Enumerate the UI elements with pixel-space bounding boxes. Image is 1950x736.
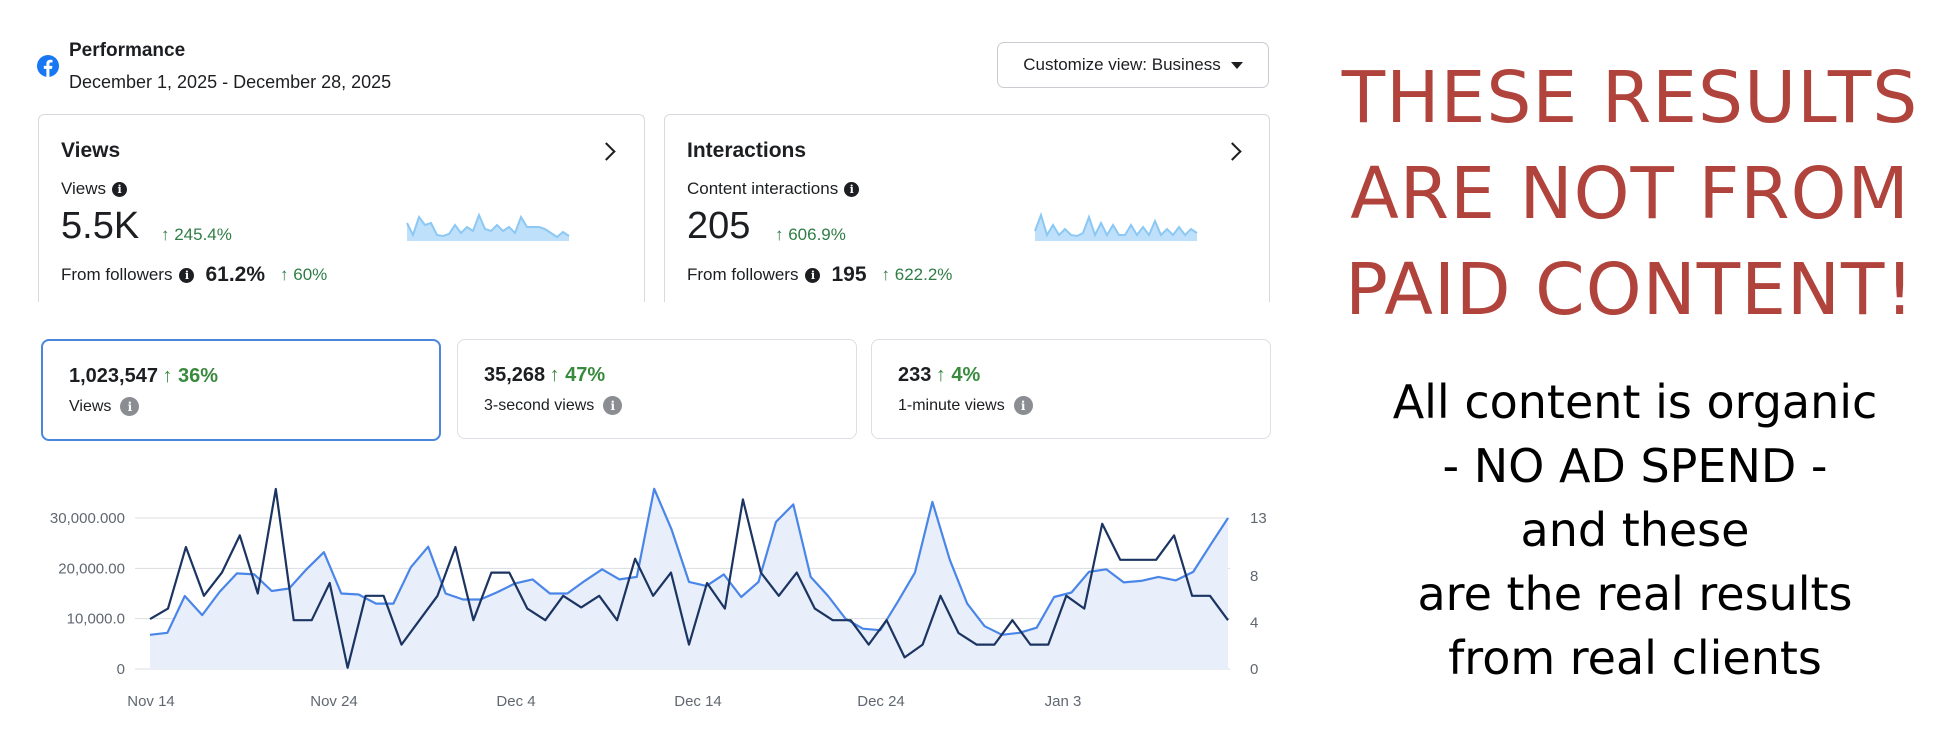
body-text: All content is organic - NO AD SPEND - a…: [1345, 370, 1925, 690]
info-icon[interactable]: i: [112, 181, 128, 197]
body-line: and these: [1520, 503, 1750, 557]
tab-3-second-views[interactable]: 35,268 ↑ 47% 3-second views i: [457, 339, 857, 439]
chevron-right-icon[interactable]: [597, 142, 616, 161]
y-right-tick-label: 13: [1250, 510, 1267, 527]
y-right-tick-label: 8: [1250, 568, 1258, 585]
views-change: ↑ 245.4%: [161, 225, 232, 244]
views-sparkline: [406, 212, 570, 241]
followers-value: 61.2%: [205, 263, 266, 286]
tab-label-text: Views: [69, 397, 112, 415]
x-tick-label: Nov 24: [310, 693, 358, 710]
tab-label-text: 1-minute views: [898, 396, 1005, 414]
y-right-tick-label: 4: [1250, 615, 1258, 632]
info-icon[interactable]: i: [120, 397, 140, 416]
interactions-value: 205: [687, 205, 751, 247]
tab-change: ↑ 4%: [935, 364, 981, 386]
views-metric-label: Views i: [61, 179, 128, 199]
y-left-tick-label: 0: [117, 661, 125, 678]
tab-change: ↑ 36%: [162, 365, 219, 387]
x-tick-label: Dec 4: [496, 693, 535, 710]
tab-views-value-row: 1,023,547 ↑ 36%: [69, 365, 218, 388]
tab-views-label: Views i: [69, 397, 140, 416]
info-icon[interactable]: i: [603, 396, 623, 415]
tab-change: ↑ 47%: [549, 364, 606, 386]
views-card-title: Views: [61, 139, 121, 162]
views-metric-label-text: Views: [61, 179, 107, 198]
headline-line: THESE RESULTS: [1341, 56, 1919, 139]
views-followers-row: From followers i 61.2% ↑ 60%: [61, 263, 327, 287]
headline-line: ARE NOT FROM: [1350, 152, 1910, 235]
tab-1m-label: 1-minute views i: [898, 396, 1033, 415]
series-line-2: [149, 487, 1229, 669]
interactions-followers-row: From followers i 195 ↑ 622.2%: [687, 263, 952, 287]
body-line: - NO AD SPEND -: [1442, 439, 1828, 493]
interactions-metric-label-text: Content interactions: [687, 179, 839, 198]
customize-view-dropdown[interactable]: Customize view: Business: [997, 42, 1269, 88]
views-line-chart[interactable]: 30,000.000 20,000.00 10,000.0 0 13 8 4 0 Nov 1…: [0, 470, 1300, 736]
interactions-card[interactable]: Interactions Content interactions i 205 …: [664, 114, 1270, 302]
y-left-tick-label: 10,000.0: [67, 611, 125, 628]
series-line-1: [149, 487, 1229, 636]
tab-views[interactable]: 1,023,547 ↑ 36% Views i: [41, 339, 441, 441]
tab-value: 233: [898, 364, 932, 386]
followers-label: From followers: [687, 265, 799, 284]
tab-1-minute-views[interactable]: 233 ↑ 4% 1-minute views i: [871, 339, 1271, 439]
body-line: are the real results: [1417, 567, 1853, 621]
views-card[interactable]: Views Views i 5.5K ↑ 245.4% From followe…: [38, 114, 645, 302]
tab-value: 1,023,547: [69, 365, 158, 387]
date-range: December 1, 2025 - December 28, 2025: [69, 72, 392, 92]
body-line: All content is organic: [1392, 375, 1878, 429]
y-right-tick-label: 0: [1250, 661, 1258, 678]
info-icon[interactable]: i: [805, 267, 821, 283]
info-icon[interactable]: i: [1013, 396, 1033, 415]
x-tick-label: Dec 24: [857, 693, 905, 710]
x-tick-label: Dec 14: [674, 693, 722, 710]
interactions-card-title: Interactions: [687, 139, 807, 162]
x-tick-label: Nov 14: [127, 693, 175, 710]
info-icon[interactable]: i: [179, 267, 195, 283]
series-area: [150, 488, 1228, 669]
tab-label-text: 3-second views: [484, 396, 595, 414]
tab-1m-value-row: 233 ↑ 4%: [898, 364, 980, 387]
facebook-logo-icon: [37, 55, 59, 77]
interactions-sparkline: [1034, 211, 1198, 241]
views-value: 5.5K: [61, 205, 140, 247]
followers-change: ↑ 60%: [280, 265, 328, 284]
chevron-right-icon[interactable]: [1223, 142, 1242, 161]
followers-value: 195: [831, 263, 867, 286]
y-left-tick-label: 20,000.00: [58, 560, 125, 577]
x-tick-label: Jan 3: [1045, 693, 1082, 710]
caret-down-icon: [1230, 61, 1243, 69]
tab-value: 35,268: [484, 364, 546, 386]
interactions-metric-label: Content interactions i: [687, 179, 860, 199]
followers-label: From followers: [61, 265, 173, 284]
headline: THESE RESULTS ARE NOT FROM PAID CONTENT!: [1310, 50, 1950, 338]
tab-3s-label: 3-second views i: [484, 396, 623, 415]
followers-change: ↑ 622.2%: [881, 265, 953, 284]
customize-view-label: Customize view: Business: [1023, 55, 1221, 74]
info-icon[interactable]: i: [844, 181, 860, 197]
tab-3s-value-row: 35,268 ↑ 47%: [484, 364, 605, 387]
page-title: Performance: [69, 40, 186, 61]
interactions-change: ↑ 606.9%: [775, 225, 846, 244]
y-left-tick-label: 30,000.000: [50, 510, 125, 527]
headline-line: PAID CONTENT!: [1345, 248, 1915, 331]
body-line: from real clients: [1448, 631, 1822, 685]
